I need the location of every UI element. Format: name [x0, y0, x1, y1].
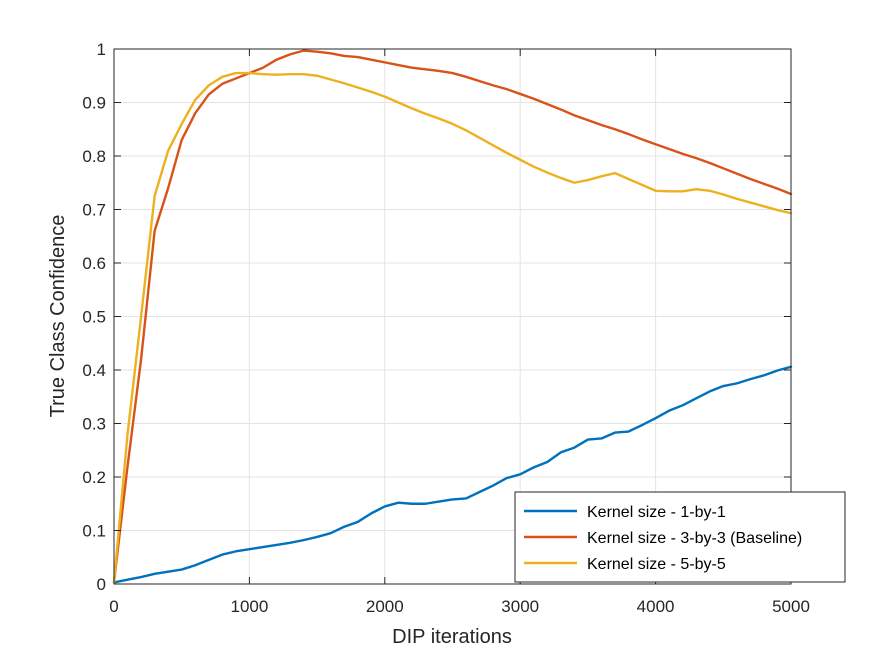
x-tick-labels: 0 1000 2000 3000 4000 5000	[109, 597, 810, 616]
series-line-3	[112, 71, 793, 584]
y-tick-label: 1	[97, 40, 106, 59]
y-axis-title: True Class Confidence	[47, 215, 69, 418]
legend-label-2: Kernel size - 3-by-3 (Baseline)	[587, 530, 802, 547]
y-tick-label: 0.8	[82, 147, 106, 166]
y-tick-label: 0.4	[82, 361, 106, 380]
legend-label-1: Kernel size - 1-by-1	[587, 504, 726, 521]
x-tick-label: 4000	[637, 597, 675, 616]
y-tick-labels: 0 0.1 0.2 0.3 0.4 0.5 0.6 0.7 0.8 0.9 1	[82, 40, 106, 594]
y-tick-label: 0.1	[82, 522, 106, 541]
y-tick-label: 0	[97, 575, 106, 594]
y-tick-label: 0.5	[82, 308, 106, 327]
x-axis-title: DIP iterations	[392, 626, 512, 648]
legend: Kernel size - 1-by-1 Kernel size - 3-by-3…	[514, 491, 846, 583]
x-tick-label: 5000	[772, 597, 810, 616]
y-tick-label: 0.3	[82, 415, 106, 434]
y-tick-label: 0.7	[82, 201, 106, 220]
x-tick-label: 1000	[230, 597, 268, 616]
y-tick-label: 0.9	[82, 94, 106, 113]
y-tick-label: 0.6	[82, 254, 106, 273]
x-tick-label: 3000	[501, 597, 539, 616]
legend-label-3: Kernel size - 5-by-5	[587, 556, 726, 573]
series-line-2	[112, 49, 793, 584]
y-tick-label: 0.2	[82, 468, 106, 487]
x-tick-label: 0	[109, 597, 118, 616]
series-line-1	[112, 365, 793, 584]
x-tick-label: 2000	[366, 597, 404, 616]
series-group	[112, 49, 793, 584]
